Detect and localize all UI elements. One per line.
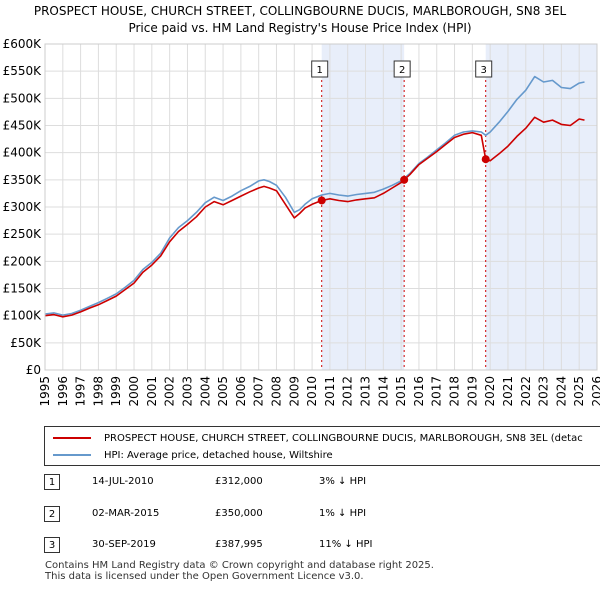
sale-label-box bbox=[311, 60, 329, 78]
x-tick-label: 2000 bbox=[127, 376, 141, 407]
footer: Contains HM Land Registry data © Crown c… bbox=[45, 560, 434, 582]
x-tick-label: 2018 bbox=[448, 376, 462, 407]
sale-point bbox=[481, 155, 490, 164]
chart-subtitle: Price paid vs. HM Land Registry's House … bbox=[128, 21, 472, 35]
x-tick-label: 2026 bbox=[590, 376, 600, 407]
legend-item-hpi: HPI: Average price, detached house, Wilt… bbox=[45, 447, 333, 463]
x-tick-label: 2002 bbox=[163, 376, 177, 407]
sale-label-box bbox=[393, 60, 411, 78]
x-tick-label: 2022 bbox=[519, 376, 533, 407]
x-tick-label: 2023 bbox=[537, 376, 551, 407]
x-tick-label: 2024 bbox=[554, 376, 568, 407]
sale-points bbox=[317, 155, 490, 205]
legend-label-property: PROSPECT HOUSE, CHURCH STREET, COLLINGBO… bbox=[104, 432, 583, 444]
transaction-price: £350,000 bbox=[215, 508, 263, 519]
x-tick-label: 2019 bbox=[465, 376, 479, 407]
transaction-hpi-diff: 3% ↓ HPI bbox=[319, 476, 367, 487]
y-tick-label: £350K bbox=[3, 173, 43, 187]
x-tick-label: 2001 bbox=[145, 376, 159, 407]
y-tick-label: £300K bbox=[3, 200, 43, 214]
y-tick-label: £450K bbox=[3, 119, 43, 133]
y-tick-label: £400K bbox=[3, 146, 43, 160]
y-tick-label: £150K bbox=[3, 282, 43, 296]
footer-copyright: Contains HM Land Registry data © Crown c… bbox=[45, 560, 434, 571]
transaction-date: 30-SEP-2019 bbox=[92, 539, 156, 550]
legend-item-property: PROSPECT HOUSE, CHURCH STREET, COLLINGBO… bbox=[45, 430, 583, 446]
sale-labels: 1 2 3 bbox=[311, 60, 493, 78]
chart-title: PROSPECT HOUSE, CHURCH STREET, COLLINGBO… bbox=[33, 4, 567, 18]
sale-label: 2 bbox=[399, 65, 405, 76]
plot-frame bbox=[44, 43, 598, 371]
x-tick-label: 2020 bbox=[483, 376, 497, 407]
x-tick-label: 2012 bbox=[341, 376, 355, 407]
x-tick-label: 2011 bbox=[323, 376, 337, 407]
x-tick-label: 2015 bbox=[394, 376, 408, 407]
series-lines bbox=[44, 75, 585, 318]
transaction-date: 02-MAR-2015 bbox=[92, 508, 160, 519]
x-tick-label: 2006 bbox=[234, 376, 248, 407]
x-tick-label: 2017 bbox=[430, 376, 444, 407]
legend-label-hpi: HPI: Average price, detached house, Wilt… bbox=[104, 449, 333, 461]
x-tick-label: 1999 bbox=[109, 376, 123, 407]
sale-label: 1 bbox=[317, 65, 323, 76]
y-tick-label: £250K bbox=[3, 227, 43, 241]
x-tick-label: 2025 bbox=[572, 376, 586, 407]
legend: PROSPECT HOUSE, CHURCH STREET, COLLINGBO… bbox=[44, 426, 600, 466]
sale-label: 3 bbox=[481, 65, 487, 76]
axes: £0 £50K £100K £150K £200K £250K £300K £350K £400… bbox=[3, 37, 600, 407]
y-tick-label: £600K bbox=[3, 37, 43, 51]
sale-point bbox=[317, 196, 326, 205]
hpi-line bbox=[44, 75, 585, 316]
transaction-badge: 3 bbox=[44, 537, 60, 553]
x-tick-label: 2014 bbox=[376, 376, 390, 407]
sale-label-box bbox=[475, 60, 493, 78]
x-tick-label: 1997 bbox=[74, 376, 88, 407]
transaction-price: £387,995 bbox=[215, 539, 263, 550]
transaction-hpi-diff: 1% ↓ HPI bbox=[319, 508, 367, 519]
sale-point bbox=[400, 175, 409, 184]
x-tick-label: 2009 bbox=[287, 376, 301, 407]
transaction-badge: 2 bbox=[44, 506, 60, 522]
x-tick-label: 2021 bbox=[501, 376, 515, 407]
price-chart: 1 2 3 £0 £50K £100K £150K £200K £250K £300K £350K… bbox=[3, 37, 600, 407]
legend-swatch-property bbox=[53, 437, 91, 439]
x-tick-label: 1996 bbox=[56, 376, 70, 407]
y-tick-label: £50K bbox=[10, 336, 42, 350]
y-tick-label: £100K bbox=[3, 309, 43, 323]
sale-markers-lines bbox=[321, 80, 487, 370]
transaction-hpi-diff: 11% ↓ HPI bbox=[319, 539, 373, 550]
x-tick-label: 1998 bbox=[91, 376, 105, 407]
footer-license: This data is licensed under the Open Gov… bbox=[45, 571, 364, 582]
x-tick-label: 2003 bbox=[180, 376, 194, 407]
y-tick-label: £500K bbox=[3, 91, 43, 105]
x-tick-label: 2013 bbox=[359, 376, 373, 407]
y-tick-label: £550K bbox=[3, 64, 43, 78]
legend-swatch-hpi bbox=[53, 454, 91, 456]
transaction-date: 14-JUL-2010 bbox=[92, 476, 154, 487]
x-tick-label: 2008 bbox=[269, 376, 283, 407]
transaction-row: 1 14-JUL-2010 £312,000 3% ↓ HPI bbox=[0, 474, 600, 494]
x-tick-label: 2016 bbox=[412, 376, 426, 407]
transaction-row: 3 30-SEP-2019 £387,995 11% ↓ HPI bbox=[0, 537, 600, 557]
y-tick-label: £0 bbox=[26, 363, 41, 377]
x-tick-label: 2004 bbox=[198, 376, 212, 407]
x-tick-label: 1995 bbox=[38, 376, 52, 407]
x-tick-label: 2007 bbox=[252, 376, 266, 407]
x-tick-label: 2005 bbox=[216, 376, 230, 407]
transaction-badge: 1 bbox=[44, 474, 60, 490]
transaction-price: £312,000 bbox=[215, 476, 263, 487]
transaction-row: 2 02-MAR-2015 £350,000 1% ↓ HPI bbox=[0, 506, 600, 526]
x-tick-label: 2010 bbox=[305, 376, 319, 407]
property-line bbox=[44, 116, 585, 318]
y-tick-label: £200K bbox=[3, 254, 43, 268]
